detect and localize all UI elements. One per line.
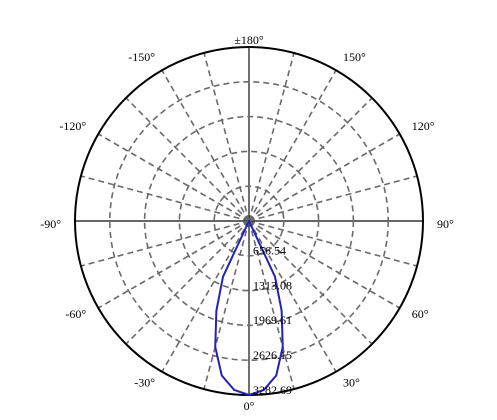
- series-point-6: [233, 389, 236, 391]
- spoke-210: [161, 69, 250, 222]
- angle-label-neg30: -30°: [134, 376, 155, 390]
- angle-label-neg60: -60°: [65, 307, 86, 321]
- spoke-225: [125, 97, 250, 222]
- radial-label-4: 2626.15: [253, 348, 292, 362]
- ring-1: [213, 185, 285, 257]
- angle-label-neg120: -120°: [59, 119, 86, 133]
- grid: [74, 46, 424, 396]
- spoke-195: [203, 52, 250, 222]
- radial-label-5: 3282.69: [253, 383, 292, 397]
- angle-label-0: 0°: [244, 399, 255, 413]
- spoke-135: [248, 97, 373, 222]
- radial-label-1: 656.54: [253, 244, 286, 258]
- spoke-345: [203, 220, 250, 390]
- spoke-240: [97, 133, 250, 222]
- spoke-330: [161, 220, 250, 373]
- series-point-10: [281, 346, 284, 348]
- spoke-15: [248, 220, 295, 390]
- spoke-120: [248, 133, 401, 222]
- radial-label-2: 1313.08: [253, 278, 292, 292]
- series-point-12: [274, 275, 276, 278]
- spoke-75: [248, 220, 418, 267]
- series-group: [214, 220, 284, 396]
- angle-label-60: 60°: [412, 307, 429, 321]
- spoke-150: [248, 69, 337, 222]
- angle-label-neg150: -150°: [128, 50, 155, 64]
- spoke-165: [248, 52, 295, 222]
- series-point-7: [248, 394, 250, 396]
- spoke-255: [80, 175, 250, 222]
- spoke-105: [248, 175, 418, 222]
- angle-label-120: 120°: [412, 119, 435, 133]
- ring-4: [109, 81, 389, 361]
- spoke-45: [248, 220, 373, 345]
- ring-3: [143, 115, 355, 327]
- spoke-315: [125, 220, 250, 345]
- spoke-300: [97, 220, 250, 309]
- angle-label-30: 30°: [343, 376, 360, 390]
- labels: ±180° 150° -150° 120° -120° 90° -90° 60° -60° 30°…: [40, 33, 454, 413]
- series-point-11: [280, 309, 283, 312]
- series-point-4: [214, 346, 217, 348]
- series-point-3: [215, 309, 218, 312]
- spoke-285: [80, 220, 250, 267]
- series-point-2: [222, 275, 224, 278]
- angle-label-150: 150°: [343, 50, 366, 64]
- series-point-9: [275, 374, 278, 377]
- angle-label-180: ±180°: [234, 33, 264, 47]
- ring-2: [178, 150, 320, 292]
- spoke-30: [248, 220, 337, 373]
- series-point-13: [248, 220, 250, 222]
- series-point-5: [220, 374, 223, 377]
- angle-label-neg90: -90°: [40, 217, 61, 231]
- angle-label-90: 90°: [437, 217, 454, 231]
- radial-label-3: 1969.61: [253, 313, 292, 327]
- series-point-8: [262, 389, 265, 391]
- spoke-60: [248, 220, 401, 309]
